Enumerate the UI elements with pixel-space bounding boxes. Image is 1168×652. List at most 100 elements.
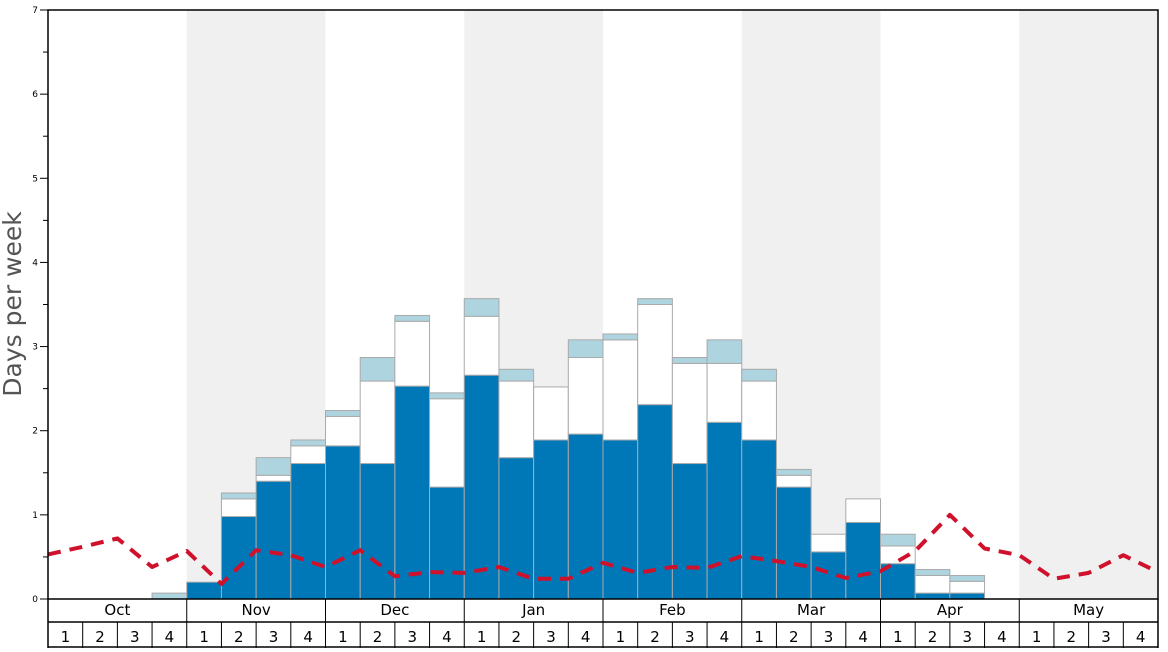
bar-segment-top — [706, 339, 743, 364]
bar-segment-middle — [325, 415, 361, 447]
week-label: 4 — [581, 628, 591, 646]
bar-segment-middle — [602, 339, 639, 441]
bar-segment-bottom — [741, 439, 777, 600]
bar-segment-middle — [463, 315, 500, 376]
bar-segment-middle — [810, 533, 847, 553]
bar-segment-top — [602, 333, 639, 341]
x-axis: Oct Nov Dec Jan Feb Mar Apr May 1 2 3 4 1 2 3 4 1 2 3 4 1 2 3 4… — [47, 599, 1159, 648]
bar-segment-middle — [949, 580, 986, 594]
month-label: Mar — [797, 601, 826, 619]
bar-segment-bottom — [602, 439, 639, 600]
week-label: 3 — [1101, 628, 1111, 646]
week-label: 1 — [616, 628, 626, 646]
week-label: 2 — [928, 628, 938, 646]
y-tick-label: 4 — [32, 258, 38, 268]
month-label: Dec — [380, 601, 409, 619]
bar-segment-top — [775, 468, 812, 476]
month-bands — [186, 10, 1158, 599]
bar-segment-top — [359, 357, 396, 382]
bar-segment-middle — [706, 362, 743, 423]
bar-segment-top — [949, 574, 986, 582]
y-tick-label: 1 — [32, 511, 38, 521]
bar-segment-top — [741, 368, 777, 382]
bar-segment-bottom — [463, 374, 500, 600]
bar-segment-top — [290, 439, 326, 447]
week-label: 1 — [754, 628, 764, 646]
bar-segment-middle — [429, 398, 465, 488]
bar-segment-top — [325, 410, 361, 417]
week-label: 2 — [373, 628, 383, 646]
bar-segment-bottom — [255, 480, 292, 600]
bar-segment-top — [255, 457, 292, 476]
line-group — [47, 512, 1159, 586]
bar-segment-middle — [845, 498, 881, 523]
bar-segment-middle — [255, 474, 292, 482]
week-label: 1 — [338, 628, 348, 646]
week-label: 4 — [1136, 628, 1146, 646]
week-label: 4 — [303, 628, 313, 646]
month-label: Nov — [241, 601, 270, 619]
bar-segment-top — [394, 314, 431, 322]
bar-segment-middle — [359, 380, 396, 465]
bar-segment-middle — [775, 474, 812, 488]
bar-segment-middle — [498, 380, 535, 459]
week-label: 1 — [199, 628, 209, 646]
bar-segment-middle — [741, 380, 777, 441]
month-band — [1019, 10, 1158, 599]
bar-segment-top — [567, 339, 604, 359]
week-label: 3 — [546, 628, 556, 646]
week-label: 4 — [858, 628, 868, 646]
bar-segment-bottom — [429, 486, 465, 600]
week-label: 3 — [685, 628, 695, 646]
bar-segment-bottom — [325, 445, 361, 600]
week-label: 2 — [650, 628, 660, 646]
month-label: May — [1073, 601, 1104, 619]
bar-segment-bottom — [845, 521, 881, 600]
y-tick-label: 0 — [32, 595, 38, 605]
bar-segment-bottom — [914, 592, 951, 600]
week-label: 3 — [130, 628, 140, 646]
bar-segment-top — [914, 569, 951, 576]
y-tick-label: 6 — [32, 90, 38, 100]
bar-segment-middle — [671, 362, 708, 465]
week-label: 4 — [720, 628, 730, 646]
week-label: 2 — [1067, 628, 1077, 646]
week-label: 4 — [165, 628, 175, 646]
week-label: 3 — [407, 628, 417, 646]
bar-segment-bottom — [359, 463, 396, 600]
bar-segment-middle — [394, 320, 431, 387]
bar-segment-top — [220, 492, 257, 500]
week-label: 1 — [61, 628, 71, 646]
bar-segment-top — [671, 357, 708, 364]
y-tick-label: 7 — [32, 6, 38, 16]
bar-segment-bottom — [220, 516, 257, 600]
week-label: 1 — [1032, 628, 1042, 646]
bar-segment-bottom — [290, 463, 326, 600]
week-label: 3 — [269, 628, 279, 646]
week-label: 3 — [824, 628, 834, 646]
bar-segment-bottom — [533, 439, 569, 600]
week-label: 2 — [789, 628, 799, 646]
bars-group — [151, 298, 986, 600]
bar-segment-bottom — [394, 385, 431, 600]
week-label: 4 — [997, 628, 1007, 646]
bar-segment-middle — [290, 445, 326, 465]
bar-segment-bottom — [775, 486, 812, 600]
bar-segment-top — [463, 298, 500, 317]
month-label: Feb — [659, 601, 686, 619]
bar-segment-top — [498, 368, 535, 382]
bar-segment-top — [637, 298, 673, 305]
week-label: 1 — [893, 628, 903, 646]
bar-segment-bottom — [186, 581, 222, 600]
y-axis-label: Days per week — [0, 211, 27, 397]
week-label: 2 — [95, 628, 105, 646]
month-label: Jan — [521, 601, 545, 619]
bar-segment-top — [151, 592, 188, 600]
bar-segment-middle — [220, 498, 257, 518]
month-label: Oct — [104, 601, 130, 619]
bar-segment-top — [880, 533, 916, 547]
bar-segment-middle — [637, 304, 673, 406]
week-label: 3 — [962, 628, 972, 646]
